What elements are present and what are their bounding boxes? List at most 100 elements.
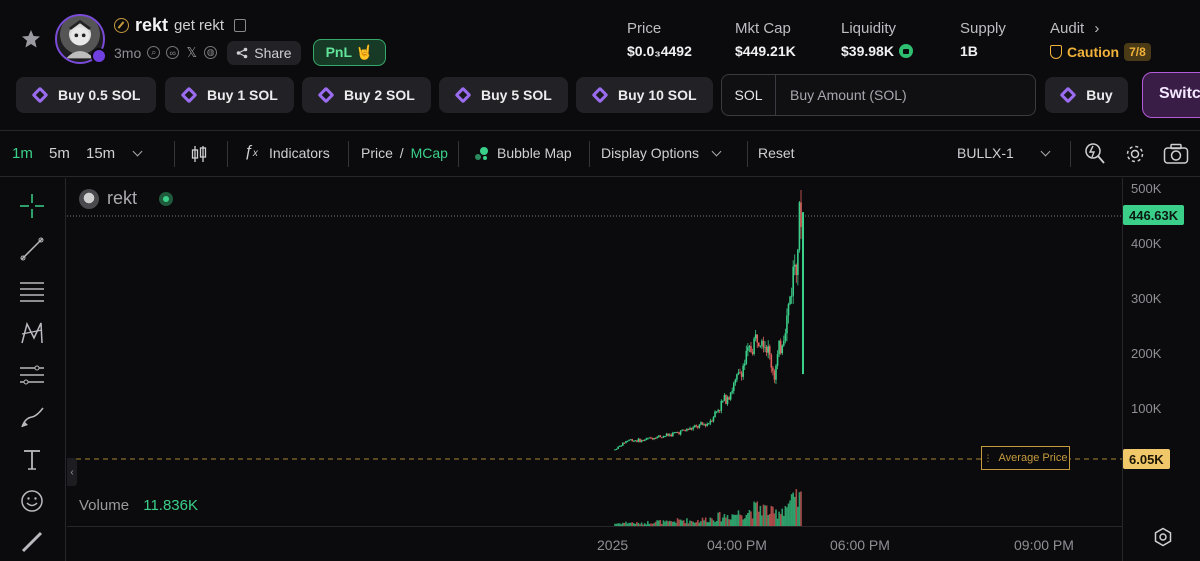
- volume-bar: [723, 513, 726, 526]
- timeframe-chevron-down-icon[interactable]: [132, 146, 143, 157]
- price-label: Price: [627, 20, 662, 37]
- sol-gem-icon: [32, 87, 48, 103]
- time-axis[interactable]: 2025 04:00 PM 06:00 PM 09:00 PM: [67, 526, 1122, 561]
- candle-body: [753, 338, 755, 354]
- volume-bar: [678, 519, 680, 526]
- volume-bar: [651, 523, 654, 526]
- display-options-label: Display Options: [601, 145, 700, 161]
- volume-bar: [637, 522, 640, 526]
- timeframe-1m[interactable]: 1m: [12, 145, 33, 162]
- globe-icon[interactable]: ◍: [204, 46, 218, 59]
- volume-bar: [662, 520, 665, 526]
- volume-bar: [768, 514, 771, 526]
- camera-icon[interactable]: [1163, 143, 1189, 165]
- volume-bar: [781, 508, 784, 526]
- candle-body: [697, 426, 699, 428]
- x-twitter-icon[interactable]: 𝕏: [186, 44, 197, 60]
- supply-value: 1B: [960, 43, 978, 59]
- audit-stat[interactable]: Audit › Caution 7/8: [1050, 20, 1151, 61]
- star-icon[interactable]: [21, 29, 41, 49]
- chart-settings-icon[interactable]: [1153, 527, 1173, 547]
- collapse-toolbar-chevron-icon[interactable]: ‹: [67, 458, 77, 486]
- volume-bar: [793, 496, 796, 526]
- candle-body: [743, 363, 746, 366]
- platform-badge-icon: [91, 48, 107, 64]
- volume-bar: [734, 514, 737, 526]
- volume-bar: [722, 517, 724, 526]
- volume-bar: [748, 510, 751, 526]
- buy-button[interactable]: Buy: [1045, 77, 1128, 113]
- quick-search-icon[interactable]: [1084, 142, 1106, 166]
- candle-body: [729, 392, 732, 400]
- price-mcap-toggle[interactable]: Price / MCap: [361, 145, 448, 161]
- display-options-button[interactable]: Display Options: [601, 145, 722, 161]
- volume-bar: [711, 518, 713, 526]
- volume-bar: [648, 523, 651, 526]
- share-button[interactable]: Share: [227, 40, 301, 65]
- copy-icon[interactable]: [234, 19, 247, 32]
- buy-2-sol-button[interactable]: Buy 2 SOL: [302, 77, 431, 113]
- time-tick: 09:00 PM: [1014, 537, 1074, 553]
- candles-icon[interactable]: [190, 144, 208, 164]
- volume-bar: [709, 517, 712, 526]
- timeframe-15m[interactable]: 15m: [86, 145, 116, 162]
- candle-body: [784, 333, 787, 341]
- volume-bar: [631, 522, 633, 526]
- candle-body: [768, 346, 771, 355]
- volume-bar: [776, 518, 779, 526]
- volume-bar: [795, 489, 798, 526]
- candle-body: [715, 411, 718, 413]
- candle-body: [783, 340, 785, 346]
- candle-body: [762, 340, 765, 348]
- brush-tool[interactable]: [18, 403, 46, 431]
- candle-body: [659, 435, 662, 438]
- candle-body: [722, 400, 724, 402]
- timeframe-5m[interactable]: 5m: [49, 145, 70, 162]
- volume-bar: [636, 522, 638, 526]
- candle-body: [795, 264, 798, 276]
- fib-tool[interactable]: [18, 361, 46, 389]
- volume-bar: [756, 501, 759, 526]
- crosshair-tool[interactable]: [18, 192, 46, 220]
- candle-body: [748, 346, 751, 348]
- candle-body: [703, 424, 705, 426]
- layout-select[interactable]: BULLX-1: [957, 145, 1051, 161]
- volume-bar: [629, 522, 632, 526]
- horizontal-lines-tool[interactable]: [18, 277, 46, 305]
- switch-button[interactable]: Switch: [1142, 72, 1200, 118]
- bubble-map-button[interactable]: Bubble Map: [497, 145, 572, 161]
- candle-body: [709, 420, 712, 424]
- gear-icon[interactable]: [1124, 143, 1146, 165]
- buy-amount-input[interactable]: [776, 75, 1035, 115]
- indicators-button[interactable]: Indicators: [269, 145, 330, 161]
- audit-header[interactable]: Audit ›: [1050, 20, 1151, 37]
- volume-bar: [628, 522, 630, 526]
- buy-10-sol-button[interactable]: Buy 10 SOL: [576, 77, 713, 113]
- text-tool[interactable]: [18, 446, 46, 474]
- candle-body: [764, 347, 766, 349]
- link-icon[interactable]: ∞: [166, 46, 180, 59]
- buy-1-sol-button[interactable]: Buy 1 SOL: [165, 77, 294, 113]
- token-subtitle: get rekt: [174, 17, 225, 34]
- volume-bar: [759, 505, 762, 526]
- volume-bar: [800, 491, 802, 526]
- pattern-tool[interactable]: [18, 319, 46, 347]
- candle-body: [736, 374, 738, 380]
- price-axis[interactable]: 500K 446.63K 400K 300K 200K 100K 6.05K: [1122, 178, 1200, 561]
- pnl-button[interactable]: PnL 🤘: [312, 39, 387, 66]
- trend-line-tool[interactable]: [18, 235, 46, 263]
- candle-body: [770, 354, 773, 368]
- search-icon[interactable]: ⌕: [147, 46, 161, 59]
- reset-button[interactable]: Reset: [758, 145, 795, 161]
- candle-body: [643, 439, 646, 441]
- token-age: 3mo: [114, 44, 142, 61]
- ruler-tool[interactable]: [18, 530, 46, 554]
- sol-gem-icon: [455, 87, 471, 103]
- chart-plot-area[interactable]: rekt Volume 11.836K ‹ ⋮ Average Price: [67, 178, 1122, 561]
- candle-body: [789, 296, 791, 305]
- emoji-tool[interactable]: [18, 487, 46, 515]
- buy-0-5-sol-button[interactable]: Buy 0.5 SOL: [16, 77, 157, 113]
- candle-body: [690, 427, 693, 430]
- sol-gem-icon: [181, 87, 197, 103]
- buy-5-sol-button[interactable]: Buy 5 SOL: [439, 77, 568, 113]
